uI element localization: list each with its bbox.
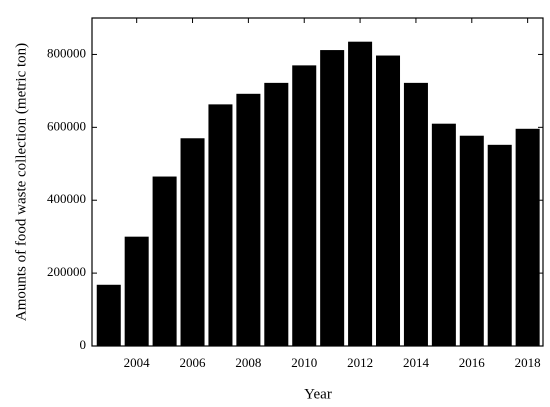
x-tick-label: 2018 [515,355,541,370]
bar [208,104,233,346]
bar [431,123,456,346]
bar [152,176,177,346]
x-tick-label: 2004 [124,355,151,370]
x-axis-label: Year [304,386,332,402]
y-tick-label: 600000 [47,118,86,133]
bar [320,50,345,347]
bar [348,41,373,346]
y-tick-label: 800000 [47,45,86,60]
bar [96,284,121,346]
y-tick-label: 200000 [47,264,86,279]
bar [376,55,401,346]
bar [124,236,149,346]
bar [459,135,484,346]
x-tick-label: 2008 [235,355,261,370]
y-tick-label: 0 [80,337,87,352]
x-tick-label: 2014 [403,355,430,370]
bar [292,65,317,346]
plot-frame [91,17,544,347]
bar [403,82,428,347]
x-tick-label: 2012 [347,355,373,370]
y-tick-label: 400000 [47,191,86,206]
y-axis-label: Amounts of food waste collection (metric… [13,43,29,321]
bar [264,82,289,347]
x-tick-label: 2016 [459,355,486,370]
bar [180,138,205,346]
x-tick-label: 2010 [291,355,317,370]
bar [487,144,512,346]
x-tick-label: 2006 [180,355,207,370]
bar [236,93,261,346]
bar [515,128,540,346]
